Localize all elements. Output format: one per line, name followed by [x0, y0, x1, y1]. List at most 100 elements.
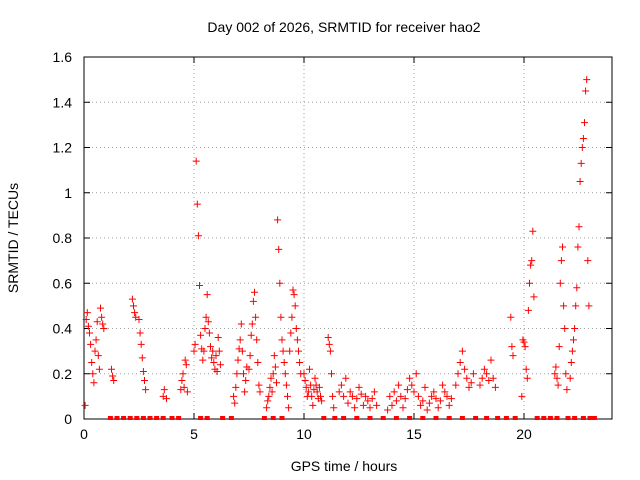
data-point-zero [459, 416, 465, 420]
data-point [269, 370, 277, 378]
data-point [567, 358, 575, 366]
x-tick-label: 15 [406, 426, 422, 442]
data-point [302, 383, 310, 391]
data-point [249, 297, 257, 305]
data-point [293, 336, 301, 344]
data-point [578, 144, 586, 151]
data-point [233, 370, 241, 378]
data-point [251, 288, 258, 296]
data-point [579, 134, 587, 142]
y-tick-label: 1.6 [53, 49, 73, 65]
data-point [342, 374, 350, 382]
data-point [392, 397, 400, 405]
data-point [324, 334, 332, 342]
data-point-zero [134, 416, 140, 420]
data-point [491, 383, 499, 391]
data-point [408, 381, 416, 389]
data-point [583, 76, 591, 84]
data-point [585, 302, 593, 310]
data-point [406, 374, 414, 382]
data-point-zero [473, 416, 479, 420]
data-point [231, 399, 239, 407]
data-point-zero [169, 416, 175, 420]
data-point [215, 347, 223, 355]
data-point [295, 347, 302, 355]
data-point [337, 381, 345, 389]
y-tick-label: 0.4 [53, 321, 73, 337]
data-point [469, 370, 477, 378]
data-point-zero [572, 416, 578, 420]
data-point-zero [554, 416, 560, 420]
data-point [301, 377, 309, 385]
data-point-zero [127, 416, 133, 420]
data-point [287, 329, 295, 337]
data-point-zero [512, 416, 518, 420]
data-point [205, 329, 213, 337]
data-point [247, 331, 255, 339]
data-point [236, 336, 244, 344]
data-point [267, 374, 275, 382]
data-point-zero [407, 416, 413, 420]
data-point [256, 388, 264, 396]
data-point [577, 159, 585, 167]
data-point [572, 302, 580, 310]
data-point [91, 347, 99, 355]
data-point-zero [228, 416, 234, 420]
data-point [141, 377, 148, 385]
data-point [290, 291, 298, 299]
data-point [560, 302, 568, 310]
data-point [97, 304, 104, 312]
data-point [330, 404, 338, 412]
data-point-zero [446, 416, 452, 420]
data-point [288, 313, 296, 321]
data-point [160, 386, 168, 394]
data-point-zero [547, 416, 553, 420]
data-point-zero [354, 416, 360, 420]
data-point [131, 309, 139, 317]
y-tick-label: 0.2 [53, 366, 73, 382]
data-point [353, 395, 361, 403]
data-point [183, 388, 191, 396]
data-point-zero [495, 416, 501, 420]
data-point [240, 370, 247, 378]
data-point [281, 370, 289, 378]
data-point [194, 232, 202, 240]
data-point [432, 395, 440, 403]
data-point [135, 315, 143, 323]
data-point [139, 367, 147, 375]
data-point [390, 388, 398, 396]
data-point [362, 392, 370, 400]
data-point [83, 309, 91, 317]
data-point [207, 343, 214, 351]
data-point [487, 356, 495, 364]
data-point [213, 367, 221, 375]
data-point [214, 334, 222, 342]
data-point-zero [332, 416, 338, 420]
data-point [557, 257, 565, 265]
data-point [179, 370, 187, 378]
y-tick-label: 1.4 [53, 94, 73, 110]
data-point [191, 340, 199, 348]
data-point [581, 119, 588, 127]
data-point-zero [591, 416, 597, 420]
data-point [348, 392, 356, 400]
x-tick-label: 5 [190, 426, 198, 442]
data-point [508, 343, 516, 351]
data-point [563, 386, 571, 394]
data-point-zero [484, 416, 490, 420]
data-point [526, 279, 533, 287]
data-point [441, 388, 449, 396]
data-point [204, 318, 212, 326]
data-point [364, 397, 372, 405]
y-tick-label: 0.6 [53, 275, 73, 291]
data-point [88, 358, 96, 366]
data-point [137, 340, 145, 348]
data-point [263, 404, 271, 412]
data-point [193, 200, 201, 208]
data-point [264, 397, 272, 405]
data-point [425, 399, 433, 407]
data-point [509, 352, 517, 360]
data-point [452, 381, 460, 389]
data-point [92, 336, 100, 344]
data-point [278, 336, 286, 344]
